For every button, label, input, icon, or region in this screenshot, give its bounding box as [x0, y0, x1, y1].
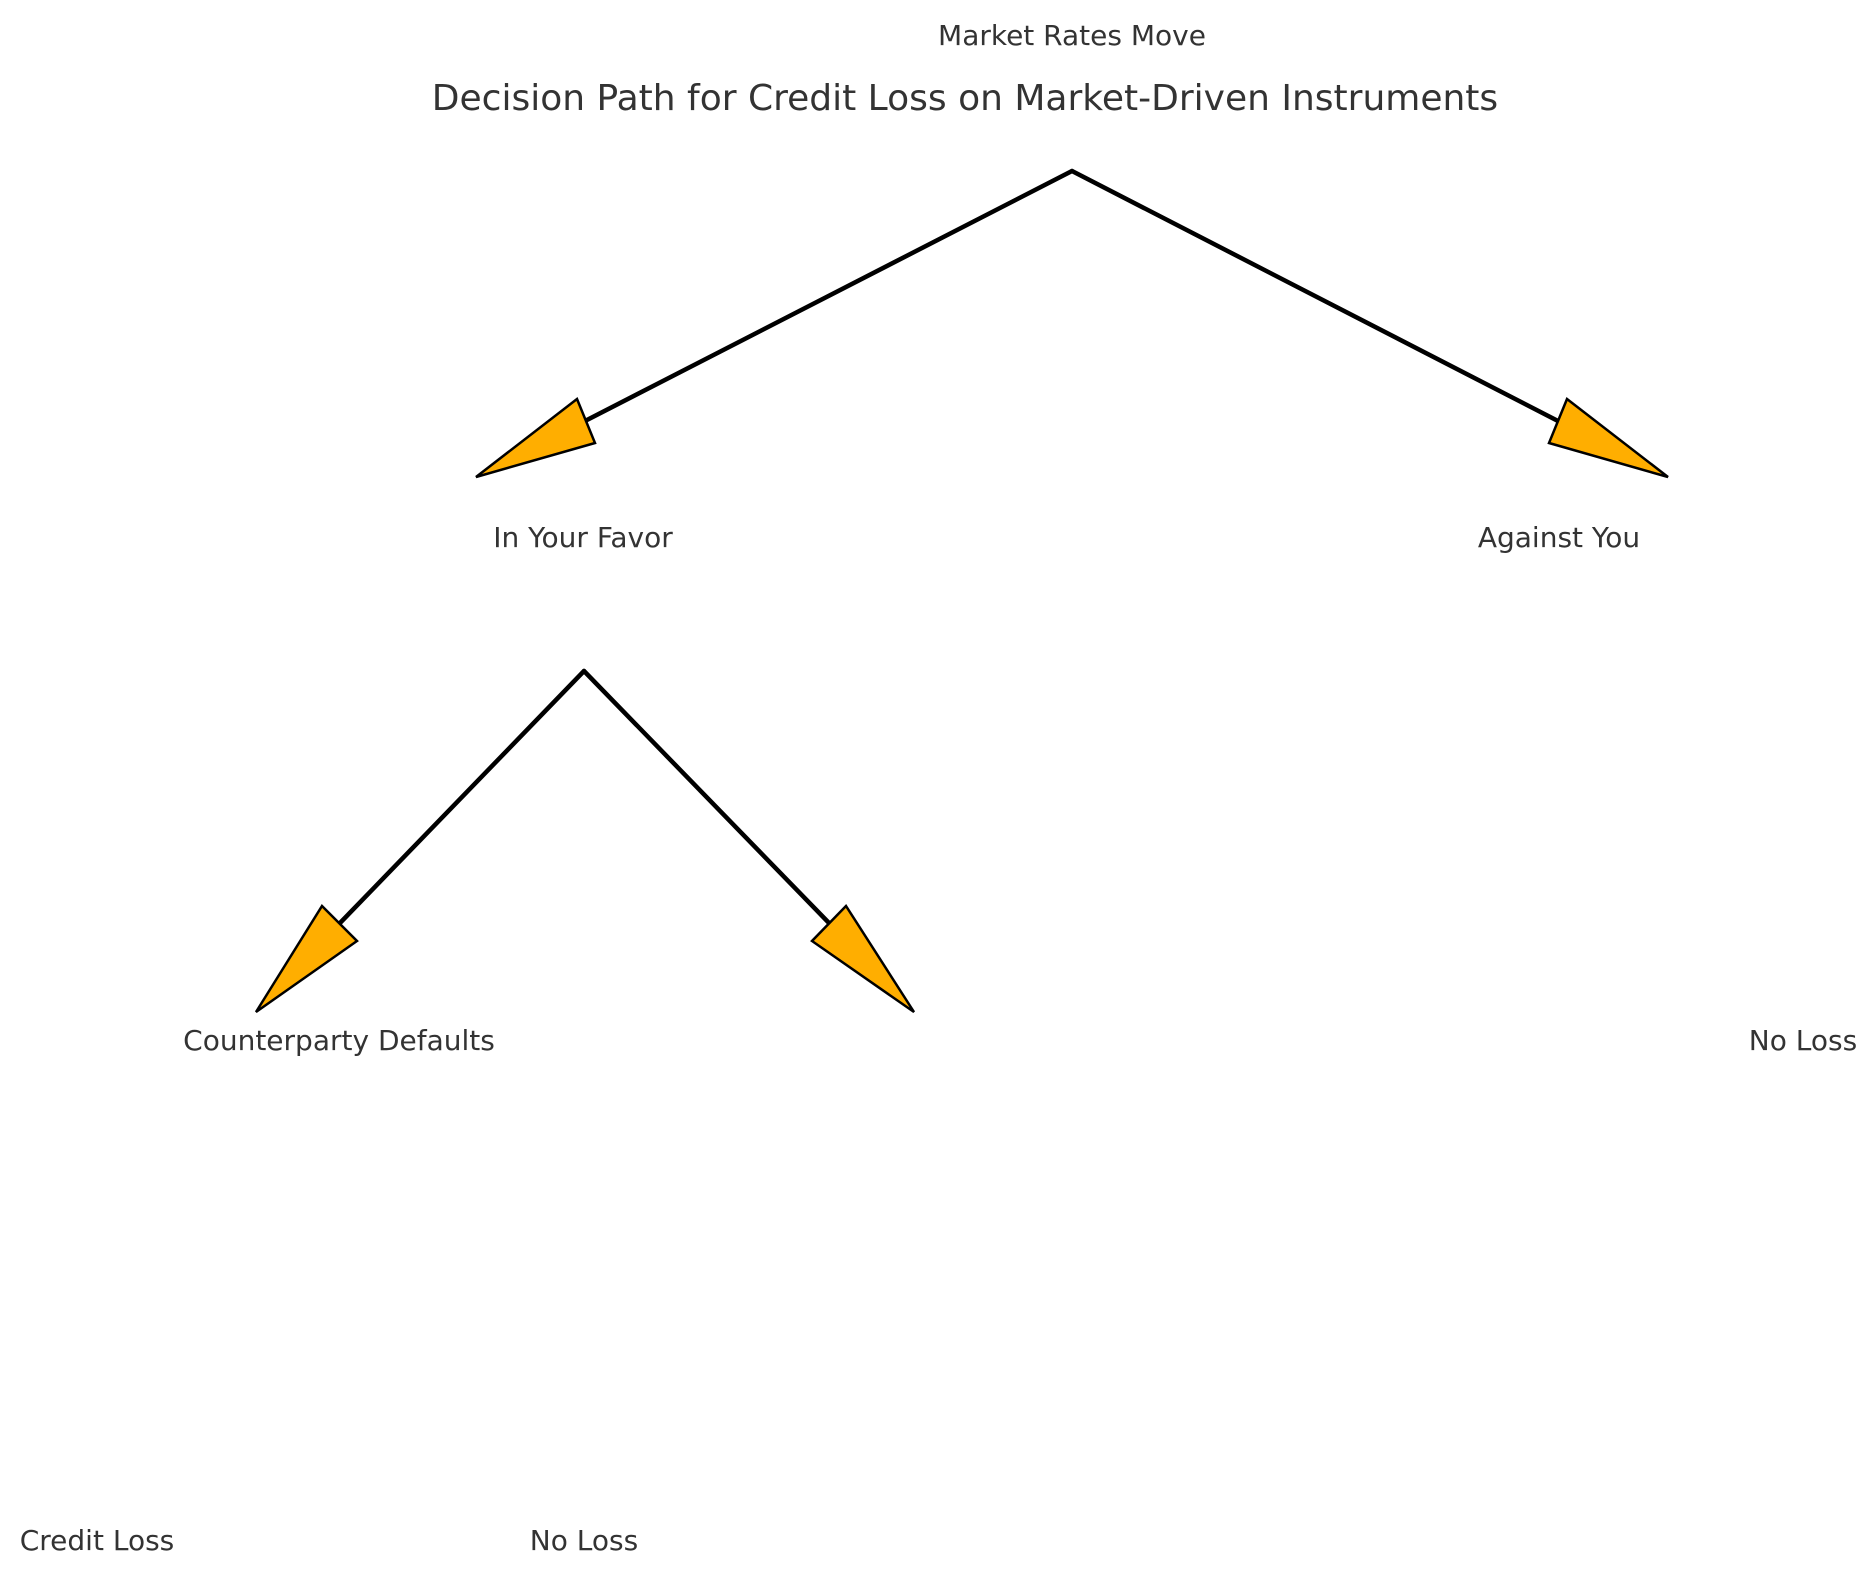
- node-no-loss-favor: No Loss: [530, 1524, 638, 1557]
- node-counterparty-defaults: Counterparty Defaults: [183, 1024, 495, 1057]
- node-no-loss-against: No Loss: [1749, 1024, 1857, 1057]
- edge-line: [1069, 168, 1561, 424]
- diagram-title: Decision Path for Credit Loss on Market-…: [432, 78, 1498, 119]
- node-against-you: Against You: [1478, 521, 1640, 554]
- edge-favor-to-defaults: [254, 668, 587, 1014]
- arrow-head-icon: [475, 397, 597, 479]
- edge-line: [582, 168, 1075, 424]
- edge-root-to-against: [1069, 168, 1669, 479]
- edge-root-to-favor: [475, 168, 1075, 479]
- edge-line: [581, 668, 832, 926]
- node-market-rates-move: Market Rates Move: [938, 19, 1206, 52]
- arrow-head-icon: [1547, 397, 1669, 479]
- node-in-your-favor: In Your Favor: [493, 521, 673, 554]
- arrow-head-icon: [254, 904, 359, 1014]
- edge-line: [337, 668, 587, 926]
- arrow-head-icon: [810, 903, 916, 1014]
- node-credit-loss: Credit Loss: [20, 1524, 175, 1557]
- edge-favor-to-no-loss: [581, 668, 916, 1014]
